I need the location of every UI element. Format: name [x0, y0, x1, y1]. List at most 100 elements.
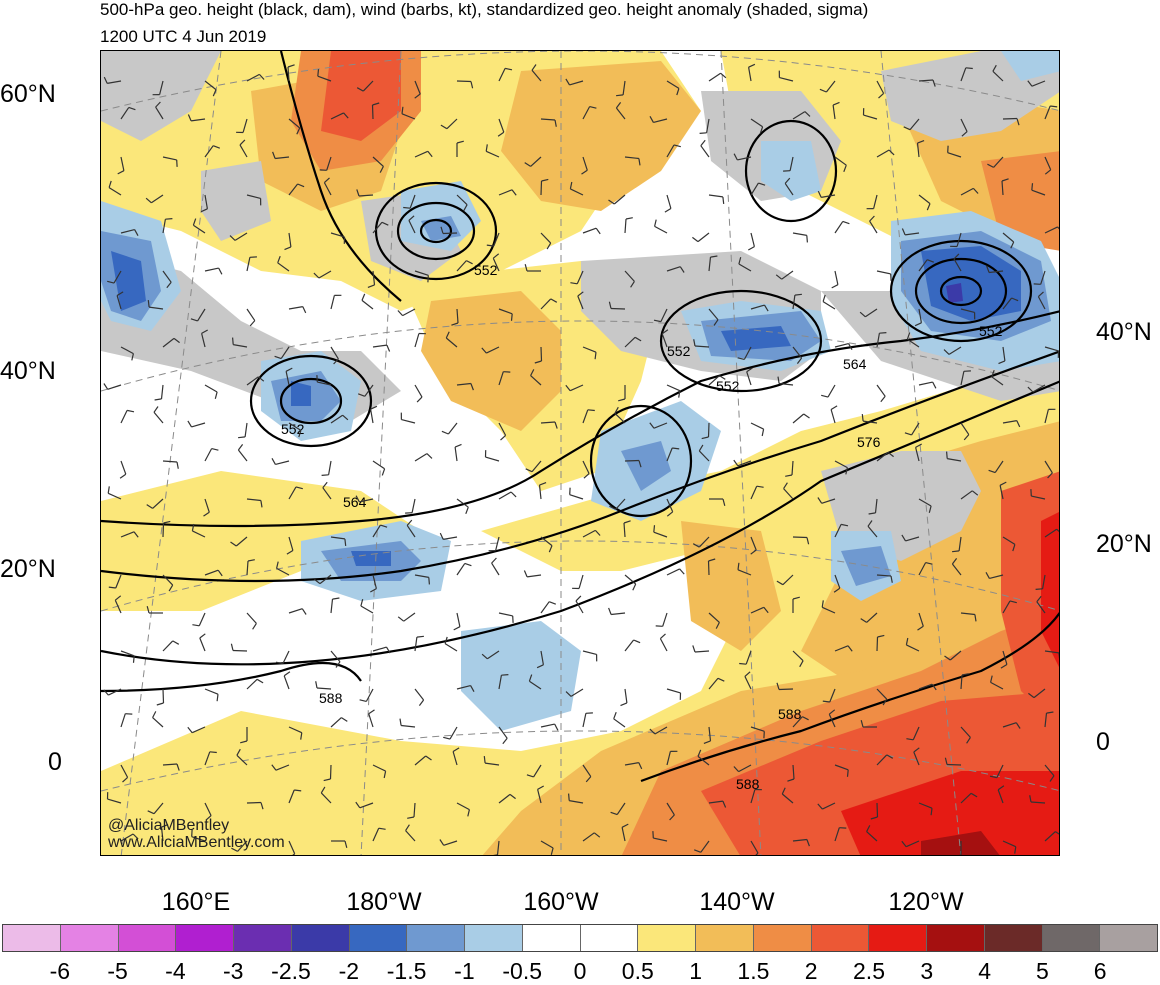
- wind-barb: [373, 105, 374, 119]
- wind-barb-feather: [807, 235, 808, 242]
- lat-label-20n: 20°N: [0, 555, 56, 584]
- contour-label: 588: [778, 706, 802, 722]
- wind-barb-feather: [723, 197, 724, 204]
- wind-barb: [541, 181, 542, 195]
- wind-barb-feather: [512, 314, 513, 321]
- wind-barb: [611, 309, 625, 310]
- colorbar-swatch: [869, 925, 927, 951]
- wind-barb-feather: [795, 294, 802, 295]
- contour-label: 564: [843, 356, 867, 372]
- colorbar-swatch: [3, 925, 61, 951]
- credit-website: www.AliciaMBentley.com: [108, 834, 285, 852]
- wind-barb-feather: [700, 133, 707, 134]
- map-valid-time: 1200 UTC 4 Jun 2019: [100, 27, 266, 47]
- colorbar-swatch: [927, 925, 985, 951]
- anomaly-negative-core: [946, 283, 963, 303]
- wind-barb-feather: [165, 219, 172, 220]
- wind-barb-feather: [417, 636, 424, 637]
- wind-barb-feather: [322, 475, 329, 476]
- lat-label-60n: 60°N: [0, 80, 56, 109]
- contour-label: 552: [979, 323, 1003, 339]
- colorbar-swatch: [407, 925, 465, 951]
- colorbar-swatch: [1043, 925, 1101, 951]
- lon-label-180w: 180°W: [346, 888, 421, 917]
- wind-barb: [1003, 119, 1017, 120]
- wind-barb-feather: [952, 551, 959, 552]
- wind-barb: [709, 423, 710, 437]
- colorbar-swatch: [119, 925, 177, 951]
- wind-barb-feather: [484, 756, 485, 763]
- wind-barb-feather: [134, 656, 135, 663]
- wind-barb-feather: [569, 794, 570, 801]
- wind-barb-feather: [1059, 653, 1060, 660]
- wind-barb-feather: [954, 855, 961, 856]
- wind-barb-feather: [345, 539, 346, 546]
- credit-handle: @AliciaMBentley: [108, 817, 229, 835]
- lat-label-right-40n: 40°N: [1096, 318, 1152, 347]
- lon-label-160e: 160°E: [162, 888, 230, 917]
- wind-barb-feather: [879, 333, 886, 334]
- contour-label: 552: [667, 343, 691, 359]
- colorbar-swatch: [638, 925, 696, 951]
- wind-barb-feather: [318, 69, 319, 76]
- lon-label-160w: 160°W: [523, 888, 598, 917]
- wind-barb: [877, 803, 878, 817]
- wind-barb-feather: [1032, 183, 1033, 190]
- wind-barb: [163, 689, 164, 703]
- wind-barb-feather: [233, 338, 234, 345]
- map-panel: 552 552 552 552 552 564 564 576 588 588 …: [100, 50, 1060, 856]
- colorbar-swatch: [696, 925, 754, 951]
- wind-barb: [457, 81, 471, 82]
- wind-barb-feather: [848, 770, 849, 777]
- contour-label: 576: [857, 434, 881, 450]
- wind-barb: [625, 461, 639, 462]
- colorbar-swatch: [465, 925, 523, 951]
- colorbar-swatch: [350, 925, 408, 951]
- wind-barb-feather: [148, 300, 149, 307]
- contour-label: 552: [281, 421, 305, 437]
- wind-barb-feather: [238, 437, 245, 438]
- wind-barb: [443, 233, 457, 234]
- colorbar-swatch: [176, 925, 234, 951]
- colorbar-swatch: [61, 925, 119, 951]
- wind-barb: [779, 689, 793, 690]
- lat-label-equator: 0: [48, 748, 62, 777]
- wind-barb-feather: [403, 208, 410, 209]
- contour-label: 564: [343, 494, 367, 510]
- lon-label-120w: 120°W: [888, 888, 963, 917]
- wind-barb-feather: [501, 675, 508, 676]
- colorbar-swatch: [292, 925, 350, 951]
- wind-barb: [709, 561, 710, 575]
- colorbar-swatch: [1100, 925, 1157, 951]
- wind-barb-feather: [739, 664, 746, 665]
- colorbar-swatch: [581, 925, 639, 951]
- wind-barb-feather: [947, 452, 948, 459]
- contour-label: 552: [716, 378, 740, 394]
- contour-label: 552: [474, 262, 498, 278]
- wind-barb-feather: [210, 752, 217, 753]
- wind-barb-feather: [654, 525, 655, 532]
- lat-label-right-20n: 20°N: [1096, 530, 1152, 559]
- anomaly-colorbar: [2, 924, 1158, 952]
- wind-barb-feather: [966, 68, 973, 69]
- map-title: 500-hPa geo. height (black, dam), wind (…: [100, 0, 868, 20]
- colorbar-swatch: [234, 925, 292, 951]
- colorbar-swatch: [985, 925, 1043, 951]
- wind-barb-feather: [429, 577, 430, 584]
- wind-barb: [947, 765, 961, 766]
- colorbar-swatch: [812, 925, 870, 951]
- wind-barb: [541, 347, 542, 361]
- wind-barb: [247, 803, 261, 804]
- wind-barb-feather: [491, 855, 498, 856]
- wind-barb-feather: [862, 414, 863, 421]
- anomaly-map: 552 552 552 552 552 564 564 576 588 588 …: [101, 51, 1060, 856]
- wind-barb: [877, 637, 878, 651]
- wind-barb: [793, 537, 807, 538]
- colorbar-swatch: [754, 925, 812, 951]
- contour-label: 588: [319, 690, 343, 706]
- lat-label-40n: 40°N: [0, 357, 56, 386]
- wind-barb: [331, 765, 332, 779]
- wind-barb: [163, 523, 164, 537]
- wind-barb-feather: [616, 95, 623, 96]
- lat-label-right-equator: 0: [1096, 728, 1110, 757]
